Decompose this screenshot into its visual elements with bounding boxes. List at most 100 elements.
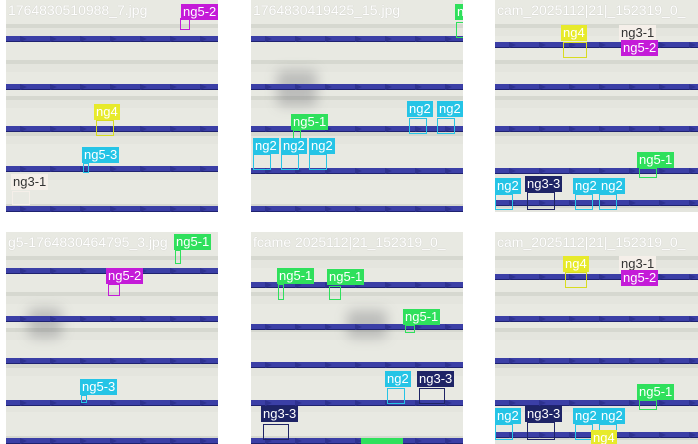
defect-label: ng3-1 <box>619 25 657 41</box>
barb-mark <box>569 431 576 438</box>
barb-mark <box>689 167 696 174</box>
barb-mark <box>170 165 177 172</box>
barb-mark <box>265 437 272 444</box>
barb-mark <box>50 35 57 42</box>
defect-label: ng2 <box>385 371 411 387</box>
barb-mark <box>415 125 422 132</box>
tile-filename: g5-1764830464795_3.jpg <box>8 234 168 250</box>
barb-mark <box>569 399 576 406</box>
barb-mark <box>509 399 516 406</box>
barb-mark <box>445 281 452 288</box>
barb-mark <box>80 125 87 132</box>
defect-box <box>527 422 555 440</box>
barb-mark <box>20 35 27 42</box>
barb-mark <box>170 35 177 42</box>
barb-mark <box>539 167 546 174</box>
barb-mark <box>325 83 332 90</box>
barb-mark <box>539 41 546 48</box>
barb-mark <box>110 83 117 90</box>
defect-box <box>639 400 657 410</box>
defect-label: ng2 <box>281 138 307 154</box>
barb-mark <box>385 125 392 132</box>
barb-mark <box>20 357 27 364</box>
barb-mark <box>415 361 422 368</box>
barb-mark <box>415 83 422 90</box>
barb-mark <box>110 437 117 444</box>
barb-mark <box>295 35 302 42</box>
defect-label: ng4 <box>591 430 617 444</box>
defect-label: ng2 <box>455 4 463 20</box>
barb-mark <box>445 35 452 42</box>
barb-mark <box>265 399 272 406</box>
defect-label: ng2 <box>495 408 521 424</box>
defect-box <box>96 120 114 136</box>
barb-mark <box>355 205 362 212</box>
barb-mark <box>200 399 207 406</box>
barb-mark <box>140 267 147 274</box>
barb-mark <box>659 125 666 132</box>
image-tile-5[interactable]: fcame 2025112|21_152319_0_ ng5-1 ng5-1 n… <box>251 232 463 444</box>
defect-label: ng5-2 <box>106 268 144 284</box>
barb-mark <box>385 281 392 288</box>
barb-mark <box>629 199 636 206</box>
tile-filename: 1764830419425_15.jpg <box>253 2 401 18</box>
barb-mark <box>20 315 27 322</box>
barb-mark <box>629 83 636 90</box>
barb-mark <box>415 35 422 42</box>
barb-mark <box>629 167 636 174</box>
barb-mark <box>170 205 177 212</box>
barb-mark <box>569 167 576 174</box>
barb-mark <box>355 361 362 368</box>
barb-mark <box>415 167 422 174</box>
barb-mark <box>325 125 332 132</box>
barb-mark <box>385 35 392 42</box>
barb-mark <box>629 357 636 364</box>
barb-mark <box>80 83 87 90</box>
barb-mark <box>50 165 57 172</box>
barb-mark <box>569 41 576 48</box>
barb-mark <box>325 361 332 368</box>
defect-label: ng2 <box>573 178 599 194</box>
barb-mark <box>295 281 302 288</box>
barb-mark <box>50 205 57 212</box>
barb-mark <box>539 83 546 90</box>
barb-mark <box>599 315 606 322</box>
barb-mark <box>80 315 87 322</box>
defect-box <box>12 191 30 205</box>
barb-mark <box>599 273 606 280</box>
barb-mark <box>80 437 87 444</box>
defect-box <box>405 325 415 333</box>
defect-label: ng2 <box>253 138 279 154</box>
barb-mark <box>20 437 27 444</box>
image-tile-2[interactable]: 1764830419425_15.jpg ng2 ng5-1 ng2 ng2 n… <box>251 0 463 212</box>
image-tile-3[interactable]: cam_2025112|21|_152319_0_ ng4 ng3-1 ng5-… <box>495 0 698 212</box>
image-tile-1[interactable]: 1764830510988_7.jpg ng5-2 ng4 ng5-3 ng3-… <box>6 0 218 212</box>
defect-box <box>309 154 327 170</box>
barb-mark <box>659 431 666 438</box>
barb-mark <box>325 205 332 212</box>
defect-label: ng5-1 <box>637 384 675 400</box>
barb-mark <box>20 399 27 406</box>
barb-mark <box>415 399 422 406</box>
barb-mark <box>569 125 576 132</box>
barb-mark <box>385 361 392 368</box>
barb-mark <box>629 125 636 132</box>
defect-label: ng5-1 <box>327 269 365 285</box>
defect-box <box>281 154 299 170</box>
barb-mark <box>539 431 546 438</box>
barb-mark <box>200 315 207 322</box>
barb-mark <box>629 431 636 438</box>
barb-mark <box>599 199 606 206</box>
barb-mark <box>80 357 87 364</box>
image-tile-6[interactable]: cam_2025112|21|_152319_0_ ng4 ng3-1 ng5-… <box>495 232 698 444</box>
barb-mark <box>659 41 666 48</box>
defect-box <box>599 194 617 210</box>
barb-mark <box>415 437 422 444</box>
defect-label: ng5-1 <box>291 114 329 130</box>
barb-mark <box>355 125 362 132</box>
image-tile-4[interactable]: g5-1764830464795_3.jpg ng5-1 ng5-2 ng5-3 <box>6 232 218 444</box>
barb-mark <box>569 315 576 322</box>
defect-label: ng5-1 <box>637 152 675 168</box>
barb-mark <box>50 437 57 444</box>
defect-label: ng2 <box>437 101 463 117</box>
